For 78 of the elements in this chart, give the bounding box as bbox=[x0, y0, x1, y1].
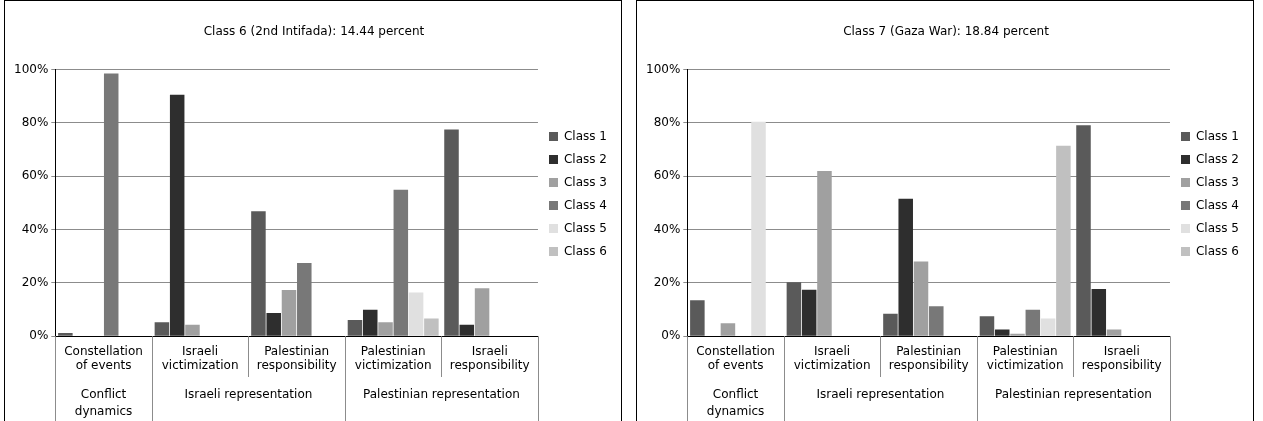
bar bbox=[393, 189, 409, 336]
y-tick-label: 100% bbox=[645, 61, 681, 76]
y-tick-label: 20% bbox=[653, 274, 681, 289]
x-tick-label: Constellation of events bbox=[696, 343, 775, 372]
bar bbox=[786, 282, 802, 336]
x-tick-label: Israeli responsibility bbox=[449, 343, 530, 372]
x-tick-label: Israeli victimization bbox=[793, 343, 871, 372]
text: Conflict dynamics bbox=[74, 387, 133, 419]
y-tick-label: 0% bbox=[29, 328, 49, 343]
bar bbox=[817, 171, 832, 336]
bar bbox=[720, 323, 736, 336]
bar bbox=[266, 312, 281, 336]
text: Palestinian representation bbox=[995, 387, 1152, 402]
y-tick-label: 40% bbox=[653, 221, 681, 236]
legend-label: Class 5 bbox=[1195, 220, 1240, 235]
y-tick-label: 100% bbox=[13, 61, 49, 76]
bar bbox=[1025, 309, 1041, 336]
text: Israeli representation bbox=[816, 387, 945, 402]
bar bbox=[1106, 329, 1122, 336]
bar bbox=[801, 289, 817, 336]
bar bbox=[979, 316, 995, 336]
text: Israeli representation bbox=[184, 387, 313, 402]
text: Conflict dynamics bbox=[706, 387, 765, 419]
bar bbox=[297, 263, 312, 336]
legend-label: Class 2 bbox=[563, 151, 608, 166]
bar bbox=[929, 306, 944, 336]
bar bbox=[58, 333, 73, 336]
bar bbox=[185, 324, 200, 336]
x-tick-label: Palestinian victimization bbox=[354, 343, 432, 372]
bar bbox=[913, 261, 929, 336]
legend-label: Class 4 bbox=[1195, 197, 1240, 212]
bar bbox=[1091, 288, 1107, 336]
bar bbox=[251, 211, 266, 336]
bar bbox=[169, 94, 185, 336]
y-tick-label: 80% bbox=[21, 114, 49, 129]
y-tick-label: 60% bbox=[653, 168, 681, 183]
text: Palestinian representation bbox=[363, 387, 520, 402]
legend-label: Class 6 bbox=[1195, 243, 1240, 258]
bar bbox=[898, 198, 913, 336]
y-tick-label: 60% bbox=[21, 168, 49, 183]
bar bbox=[424, 318, 439, 336]
bar bbox=[474, 288, 490, 336]
x-tick-label: Palestinian victimization bbox=[986, 343, 1064, 372]
bar bbox=[751, 121, 766, 336]
x-tick-label: Palestinian responsibility bbox=[256, 343, 337, 372]
bar bbox=[103, 73, 119, 336]
legend-label: Class 1 bbox=[1195, 128, 1240, 143]
x-tick-label: Palestinian responsibility bbox=[888, 343, 969, 372]
bar bbox=[444, 129, 459, 336]
x-tick-label: Constellation of events bbox=[64, 343, 143, 372]
y-tick-label: 20% bbox=[21, 274, 49, 289]
legend-label: Class 4 bbox=[563, 197, 608, 212]
bar bbox=[459, 324, 475, 336]
y-tick-label: 40% bbox=[21, 221, 49, 236]
bar bbox=[154, 322, 170, 336]
bar bbox=[408, 292, 424, 336]
legend-label: Class 6 bbox=[563, 243, 608, 258]
bar bbox=[1056, 145, 1071, 336]
chart-title: Class 7 (Gaza War): 18.84 percent bbox=[843, 24, 1050, 39]
bar bbox=[362, 309, 378, 336]
x-tick-label: Israeli responsibility bbox=[1081, 343, 1162, 372]
bar bbox=[1040, 318, 1056, 336]
bar bbox=[347, 319, 363, 336]
bar bbox=[690, 300, 705, 336]
bar bbox=[378, 322, 393, 336]
legend-label: Class 2 bbox=[1195, 151, 1240, 166]
bar bbox=[994, 329, 1010, 336]
legend-label: Class 5 bbox=[563, 220, 608, 235]
legend-label: Class 1 bbox=[563, 128, 608, 143]
x-tick-label: Israeli victimization bbox=[161, 343, 239, 372]
bar bbox=[1076, 125, 1091, 336]
bar bbox=[281, 290, 297, 336]
y-tick-label: 0% bbox=[661, 328, 681, 343]
bar bbox=[883, 313, 898, 336]
y-tick-label: 80% bbox=[653, 114, 681, 129]
chart-title: Class 6 (2nd Intifada): 14.44 percent bbox=[203, 24, 425, 39]
legend-label: Class 3 bbox=[563, 174, 608, 189]
legend-label: Class 3 bbox=[1195, 174, 1240, 189]
